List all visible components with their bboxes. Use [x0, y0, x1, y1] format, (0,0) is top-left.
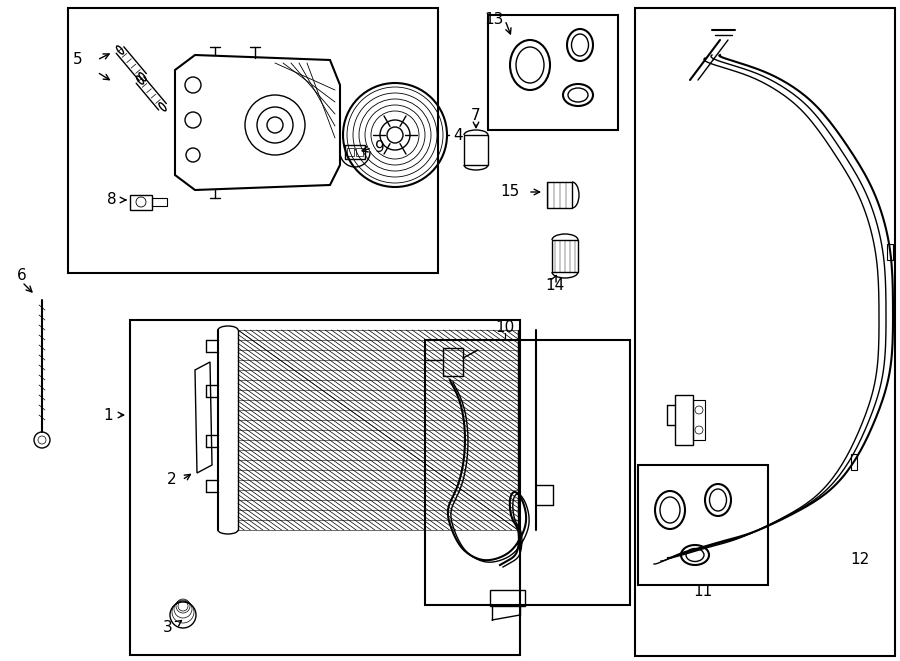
Text: 11: 11 — [693, 584, 713, 600]
Text: 3: 3 — [163, 621, 173, 635]
Bar — [638, 465, 768, 585]
Text: 7: 7 — [472, 108, 481, 122]
Bar — [887, 244, 894, 260]
Bar — [850, 454, 857, 470]
Text: 10: 10 — [495, 321, 515, 336]
Bar — [425, 340, 630, 605]
Text: 13: 13 — [484, 13, 504, 28]
Bar — [693, 400, 705, 440]
Text: 5: 5 — [73, 52, 83, 67]
Bar — [347, 148, 354, 156]
Text: 9: 9 — [375, 141, 385, 155]
Text: 14: 14 — [545, 278, 564, 293]
Text: 1: 1 — [104, 407, 112, 422]
Text: 15: 15 — [500, 184, 519, 200]
Bar — [547, 182, 572, 208]
Bar — [635, 8, 895, 656]
Bar — [464, 135, 488, 165]
Bar — [345, 145, 365, 159]
Bar — [356, 148, 363, 156]
Bar — [490, 590, 525, 606]
Bar — [130, 195, 152, 210]
Text: 8: 8 — [107, 192, 117, 208]
Bar — [552, 240, 578, 272]
Bar — [130, 320, 520, 655]
Bar — [488, 15, 618, 130]
Bar — [443, 348, 463, 376]
Bar — [675, 395, 693, 445]
Text: 4: 4 — [454, 128, 463, 143]
Text: 6: 6 — [17, 268, 27, 282]
Bar — [152, 198, 167, 206]
Text: 2: 2 — [167, 473, 176, 488]
Bar — [68, 8, 438, 273]
Text: 12: 12 — [850, 553, 869, 568]
